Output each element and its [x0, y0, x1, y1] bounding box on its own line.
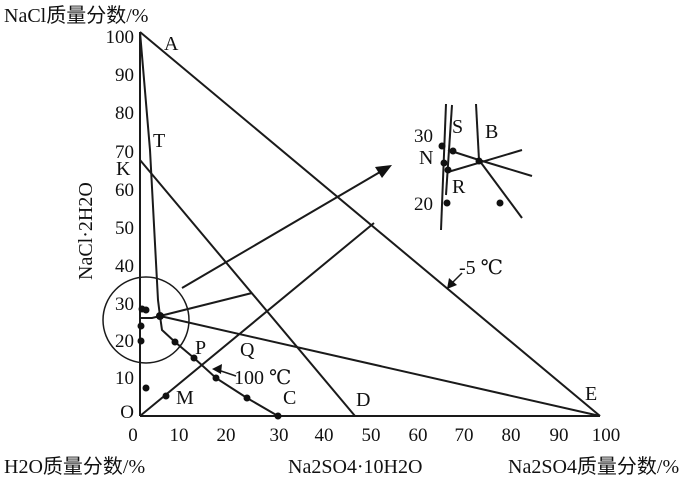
inset-label-S: S [452, 116, 463, 138]
x-tick: 10 [170, 425, 189, 446]
arrow-neg5C [451, 272, 463, 284]
label-T: T [153, 130, 165, 152]
y-ticks: O 10 20 30 40 50 60 70 80 90 100 [106, 27, 135, 423]
x-tick: 50 [362, 425, 381, 446]
inset-dot [444, 166, 452, 174]
y-tick: 10 [115, 368, 134, 389]
inset-tick-20: 20 [414, 194, 433, 215]
label-neg5C: -5 ℃ [459, 257, 503, 279]
curve-A-T-N [139, 31, 161, 317]
label-E: E [585, 383, 597, 405]
line-N-E [159, 315, 601, 417]
label-100C: 100 ℃ [234, 367, 291, 389]
inset-line [478, 159, 523, 219]
y-tick: 20 [115, 331, 134, 352]
point-dot [243, 394, 251, 402]
point-C [274, 412, 282, 420]
y-tick: 70 [115, 142, 134, 163]
inset-dot-N [440, 159, 448, 167]
inset-dot-B [475, 157, 483, 165]
arrow-neg5C-head [447, 278, 457, 289]
label-Q: Q [240, 339, 255, 361]
side-label: NaCl·2H2O [75, 182, 97, 280]
point-dot [137, 337, 145, 345]
x-tick: 40 [315, 425, 334, 446]
x-left-title: H2O质量分数/% [4, 455, 145, 478]
label-A: A [164, 33, 179, 55]
y-tick: 80 [115, 103, 134, 124]
arrow-100C-head [212, 364, 222, 374]
label-K: K [116, 158, 131, 180]
point-dot [142, 384, 150, 392]
line-K-D [139, 159, 356, 417]
x-right-title: Na2SO4质量分数/% [508, 455, 679, 478]
point-dot [142, 306, 150, 314]
inset-zoom: 30 20 S B N R [414, 103, 533, 231]
x-tick: 100 [592, 425, 621, 446]
x-tick: 80 [502, 425, 521, 446]
x-tick: 30 [270, 425, 289, 446]
x-tick: 20 [217, 425, 236, 446]
point-M [162, 392, 170, 400]
y-tick: 40 [115, 256, 134, 277]
x-ticks: 0 10 20 30 40 50 60 70 80 90 100 [128, 425, 620, 446]
y-axis-title: NaCl质量分数/% [4, 4, 148, 27]
inset-line [478, 159, 533, 177]
inset-dot-R [443, 199, 451, 207]
y-tick: 90 [115, 65, 134, 86]
point-dot [190, 354, 198, 362]
inset-label-N: N [419, 147, 433, 169]
x-tick: 60 [409, 425, 428, 446]
inset-tick-30: 30 [414, 126, 433, 147]
inset-dot-S [438, 142, 446, 150]
point-dot [212, 374, 220, 382]
point-dot [171, 338, 179, 346]
x-tick: 0 [128, 425, 138, 446]
line-origin-to-AE [139, 222, 375, 417]
y-tick: 100 [106, 27, 135, 48]
y-tick: 30 [115, 294, 134, 315]
zoom-arrowhead [375, 165, 392, 178]
y-tick: 50 [115, 218, 134, 239]
label-D: D [356, 389, 370, 411]
zoom-arrow [181, 171, 381, 289]
point-N [156, 312, 164, 320]
y-tick: 60 [115, 180, 134, 201]
inset-line [440, 103, 447, 231]
inset-label-R: R [452, 176, 466, 198]
y-tick-origin: O [120, 402, 134, 423]
x-tick: 70 [455, 425, 474, 446]
label-P: P [195, 337, 206, 359]
point-dot [137, 322, 145, 330]
zoom-circle [102, 276, 190, 364]
inset-dot [449, 147, 457, 155]
line-A-E [139, 31, 601, 417]
points [137, 305, 282, 420]
x-tick: 90 [550, 425, 569, 446]
inset-line [475, 103, 480, 161]
x-mid-title: Na2SO4·10H2O [288, 456, 422, 478]
label-M: M [176, 387, 194, 409]
inset-label-B: B [485, 121, 498, 143]
line-N-to-KD [159, 292, 253, 317]
label-C: C [283, 387, 296, 409]
inset-dot [496, 199, 504, 207]
